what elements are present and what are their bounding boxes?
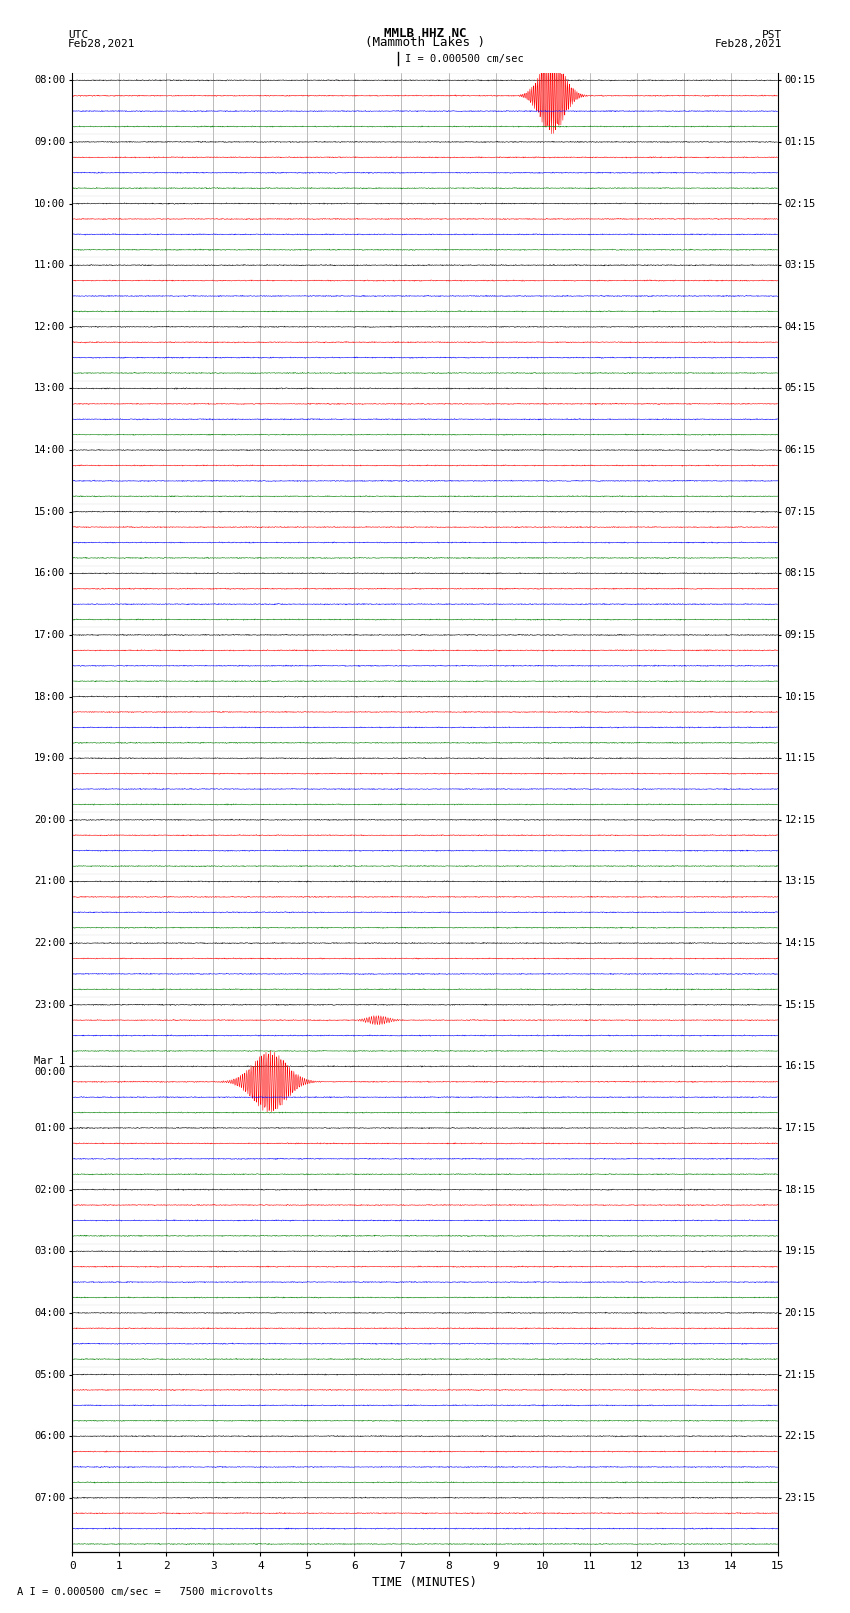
Text: Feb28,2021: Feb28,2021 bbox=[715, 39, 782, 50]
Text: MMLB HHZ NC: MMLB HHZ NC bbox=[383, 26, 467, 39]
Text: Feb28,2021: Feb28,2021 bbox=[68, 39, 135, 50]
Text: UTC: UTC bbox=[68, 29, 88, 39]
Text: (Mammoth Lakes ): (Mammoth Lakes ) bbox=[365, 35, 485, 50]
Text: A I = 0.000500 cm/sec =   7500 microvolts: A I = 0.000500 cm/sec = 7500 microvolts bbox=[17, 1587, 273, 1597]
Text: PST: PST bbox=[762, 29, 782, 39]
Text: I = 0.000500 cm/sec: I = 0.000500 cm/sec bbox=[405, 53, 524, 65]
X-axis label: TIME (MINUTES): TIME (MINUTES) bbox=[372, 1576, 478, 1589]
